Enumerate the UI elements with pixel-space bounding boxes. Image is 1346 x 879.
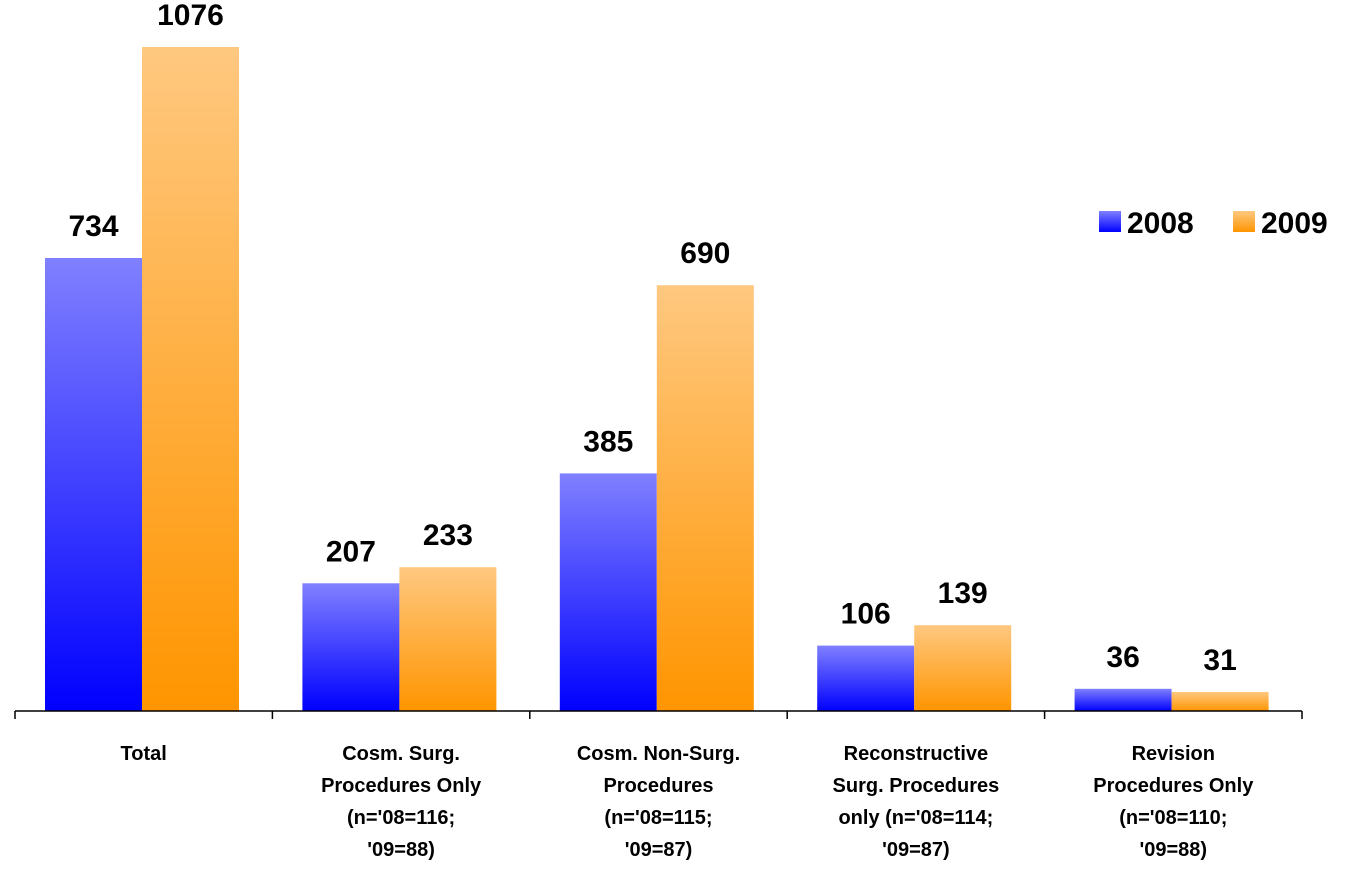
category-label-4-line-4: '09=87) — [882, 839, 950, 861]
category-label-1: Total — [121, 743, 167, 765]
category-label-1-line-1: Total — [121, 743, 167, 765]
value-label-2009-cat5: 31 — [1203, 644, 1236, 677]
category-label-2-line-3: (n='08=116; — [347, 807, 455, 829]
value-label-2009-cat2: 233 — [423, 519, 473, 552]
bar-2009-cat3 — [656, 285, 754, 711]
x-axis — [14, 710, 1303, 719]
bar-2008-cat3 — [559, 473, 657, 711]
value-labels-group: 734 1076 207 233 385 690 106 139 36 31 — [68, 0, 1236, 677]
category-label-4-line-2: Surg. Procedures — [833, 775, 1000, 797]
category-label-3-line-4: '09=87) — [625, 839, 693, 861]
category-label-2-line-2: Procedures Only — [321, 775, 482, 797]
category-label-4: Reconstructive Surg. Procedures only (n='0… — [833, 743, 1000, 861]
category-labels-group: Total Cosm. Surg. Procedures Only (n='08=11… — [121, 743, 1255, 861]
category-label-2-line-1: Cosm. Surg. — [342, 743, 460, 765]
bar-2009-cat5 — [1171, 691, 1269, 711]
bar-2009-cat4 — [914, 625, 1012, 711]
category-label-4-line-3: only (n='08=114; — [838, 807, 993, 829]
category-label-4-line-1: Reconstructive — [844, 743, 989, 765]
value-label-2008-cat4: 106 — [841, 598, 891, 631]
value-label-2008-cat2: 207 — [326, 535, 376, 568]
value-label-2008-cat5: 36 — [1106, 641, 1139, 674]
category-label-3-line-1: Cosm. Non-Surg. — [577, 743, 740, 765]
legend: 2008 2009 — [1099, 207, 1328, 240]
category-label-3-line-2: Procedures — [603, 775, 713, 797]
category-label-5: Revision Procedures Only (n='08=110; '09=88… — [1093, 743, 1254, 861]
legend-label-2009: 2009 — [1261, 207, 1328, 240]
legend-swatch-2009 — [1233, 211, 1255, 232]
category-label-2: Cosm. Surg. Procedures Only (n='08=116; '09… — [321, 743, 482, 861]
category-label-5-line-2: Procedures Only — [1093, 775, 1254, 797]
legend-swatch-2008 — [1099, 211, 1121, 232]
value-label-2009-cat4: 139 — [938, 577, 988, 610]
legend-label-2008: 2008 — [1127, 207, 1194, 240]
category-label-5-line-1: Revision — [1132, 743, 1215, 765]
value-label-2008-cat3: 385 — [583, 425, 633, 458]
bar-2008-cat1 — [45, 258, 142, 711]
bar-2008-cat5 — [1074, 688, 1172, 711]
category-label-3: Cosm. Non-Surg. Procedures (n='08=115; '09=… — [577, 743, 740, 861]
category-label-5-line-4: '09=88) — [1140, 839, 1208, 861]
category-label-5-line-3: (n='08=110; — [1119, 807, 1227, 829]
category-label-3-line-3: (n='08=115; — [604, 807, 712, 829]
bar-2009-cat1 — [142, 47, 239, 711]
bar-2008-cat2 — [302, 583, 400, 711]
bar-2009-cat2 — [399, 567, 497, 711]
value-label-2008-cat1: 734 — [68, 210, 118, 243]
category-label-2-line-4: '09=88) — [367, 839, 435, 861]
bar-2008-cat4 — [817, 645, 915, 711]
value-label-2009-cat3: 690 — [680, 237, 730, 270]
value-label-2009-cat1: 1076 — [157, 0, 224, 32]
bars-group — [45, 47, 1269, 711]
